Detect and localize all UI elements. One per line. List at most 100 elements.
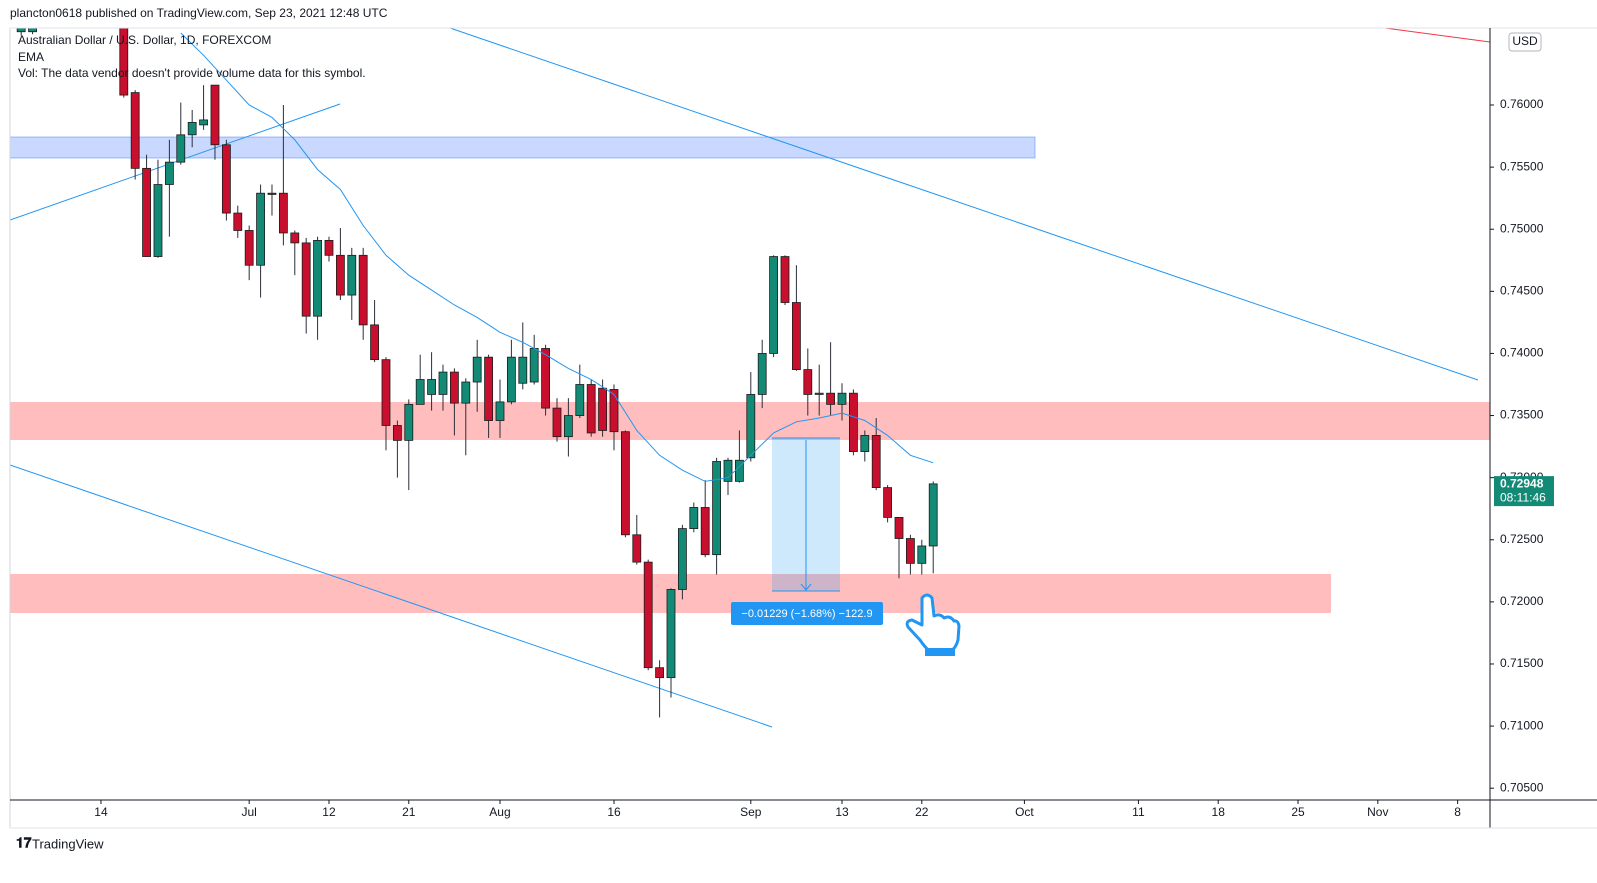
y-tick-label: 0.72500 <box>1500 532 1544 546</box>
currency: USD <box>1512 34 1538 48</box>
candle-body <box>689 507 699 529</box>
candle-body <box>917 545 927 564</box>
y-tick-label: 0.70500 <box>1500 780 1544 794</box>
candle-body <box>267 192 277 195</box>
y-tick-label: 0.76000 <box>1500 97 1544 111</box>
x-tick-label: 16 <box>607 805 621 819</box>
candle-body <box>278 192 288 234</box>
legend-title: Australian Dollar / U.S. Dollar, 1D, FOR… <box>18 33 271 47</box>
candle-body <box>849 392 858 452</box>
y-tick-label: 0.75500 <box>1500 159 1544 173</box>
hand-icon <box>905 593 961 654</box>
x-tick-label: 11 <box>1132 805 1145 819</box>
x-tick-label: Oct <box>1015 805 1034 819</box>
candle-body <box>518 356 528 384</box>
y-tick-label: 0.71000 <box>1500 718 1544 732</box>
candle-body <box>472 356 482 383</box>
footer: TradingView <box>32 836 104 851</box>
candles <box>16 28 938 718</box>
x-tick-label: Aug <box>489 805 510 819</box>
candle-body <box>700 507 710 556</box>
candle-body <box>256 192 265 266</box>
candle-body <box>347 254 357 296</box>
header: plancton0618 published on TradingView.co… <box>10 6 388 20</box>
candle-body <box>906 538 915 564</box>
candle-body <box>746 394 756 459</box>
measure-arrow-head <box>800 583 812 591</box>
candle-body <box>803 369 813 395</box>
candle-body <box>415 379 425 405</box>
logo: 𝟏𝟕 <box>16 835 32 851</box>
candle-body <box>119 28 129 96</box>
candle-body <box>598 387 607 431</box>
ema-line <box>180 32 934 482</box>
hand-shape <box>905 593 961 654</box>
candle-body <box>244 230 254 266</box>
candle-body <box>632 534 642 563</box>
trend-line <box>10 103 341 221</box>
y-tick-label: 0.74500 <box>1500 284 1544 298</box>
candle-body <box>28 28 37 33</box>
candle-body <box>335 254 345 296</box>
candle-body <box>814 392 824 395</box>
candle-body <box>484 356 493 421</box>
candle-body <box>643 561 653 669</box>
candle-body <box>153 184 163 257</box>
x-tick-label: 12 <box>322 805 336 819</box>
candle-body <box>427 379 436 395</box>
candle-body <box>233 212 243 231</box>
candle-body <box>563 415 573 438</box>
candle-body <box>894 517 904 539</box>
candle-body <box>928 483 938 547</box>
candle-body <box>438 371 448 395</box>
candle-body <box>199 119 208 126</box>
candle-body <box>495 401 505 421</box>
candle-body <box>541 348 550 409</box>
candle-body <box>883 487 893 518</box>
y-tick-label: 0.71500 <box>1500 656 1544 670</box>
candle-body <box>666 589 676 679</box>
candle-body <box>655 667 664 679</box>
candle-body <box>358 254 368 326</box>
countdown: 08:11:46 <box>1500 490 1546 504</box>
candle-body <box>210 84 220 146</box>
candle-body <box>757 353 767 395</box>
candle-body <box>860 435 870 452</box>
candle-body <box>142 167 151 257</box>
hand-cuff <box>925 648 955 656</box>
candle-body <box>461 381 471 404</box>
candle-body <box>130 92 140 169</box>
candle-body <box>552 407 562 438</box>
trend-line <box>449 28 1479 381</box>
candle-body <box>780 256 790 303</box>
measure-label-box <box>731 602 883 625</box>
x-tick-label: 22 <box>915 805 929 819</box>
trend-line <box>10 464 773 728</box>
support-zone <box>10 136 1036 159</box>
candle-body <box>712 461 721 556</box>
x-tick-label: 14 <box>94 805 108 819</box>
y-tick-label: 0.75000 <box>1500 221 1544 235</box>
candle-body <box>609 389 619 433</box>
candle-body <box>187 122 197 136</box>
x-tick-label: 25 <box>1291 805 1305 819</box>
candle-body <box>176 134 186 163</box>
candle-body <box>529 348 539 383</box>
candle-body <box>837 392 847 405</box>
candle-body <box>586 384 596 434</box>
candle-body <box>871 435 881 488</box>
y-tick-label: 0.73500 <box>1500 408 1544 422</box>
y-tick-label: 0.72000 <box>1500 594 1544 608</box>
candle-body <box>381 359 391 426</box>
candle-body <box>301 242 311 317</box>
candle-body <box>449 371 459 404</box>
candle-body <box>769 256 778 354</box>
price-label: 0.72948 <box>1500 476 1544 490</box>
measure-label: −0.01229 (−1.68%) −122.9 <box>741 608 872 620</box>
x-tick-label: Sep <box>740 805 762 819</box>
candle-body <box>791 302 801 370</box>
candle-body <box>620 431 630 536</box>
